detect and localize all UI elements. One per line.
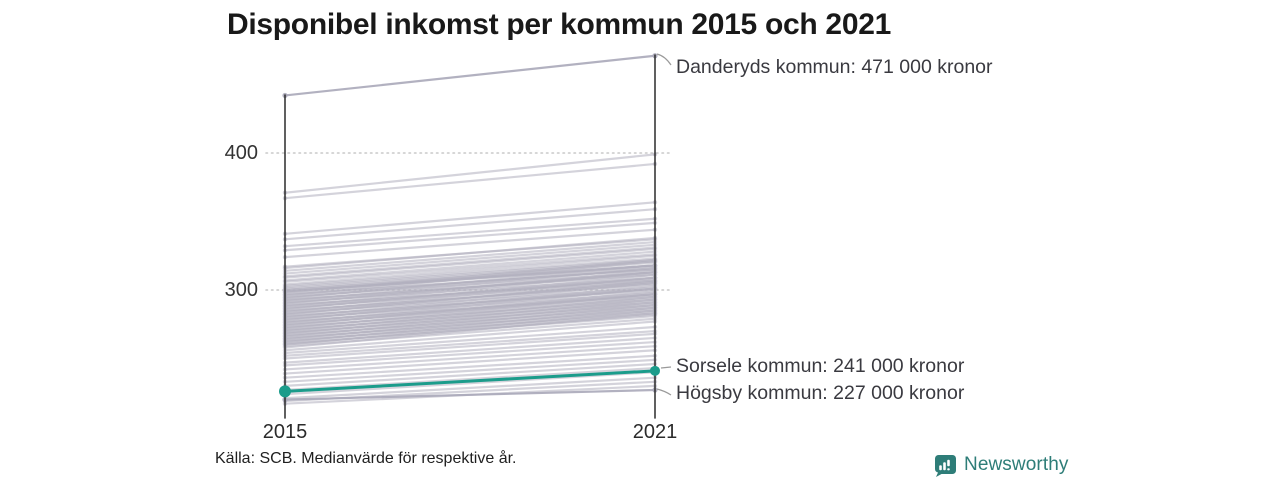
newsworthy-logo[interactable]: Newsworthy (934, 453, 1068, 477)
y-axis-tick-300: 300 (224, 279, 258, 301)
annotation-hogsby: Högsby kommun: 227 000 kronor (676, 382, 965, 404)
y-axis-tick-400: 400 (224, 142, 258, 164)
bar-chart-bubble-icon (934, 454, 957, 477)
annotation-sorsele: Sorsele kommun: 241 000 kronor (676, 355, 965, 377)
x-axis-label-2015: 2015 (262, 421, 308, 443)
newsworthy-wordmark: Newsworthy (964, 454, 1069, 475)
annotation-danderyd: Danderyds kommun: 471 000 kronor (676, 56, 993, 78)
source-note: Källa: SCB. Medianvärde för respektive å… (215, 450, 517, 467)
chart-title: Disponibel inkomst per kommun 2015 och 2… (227, 8, 891, 41)
x-axis-label-2021: 2021 (632, 421, 678, 443)
